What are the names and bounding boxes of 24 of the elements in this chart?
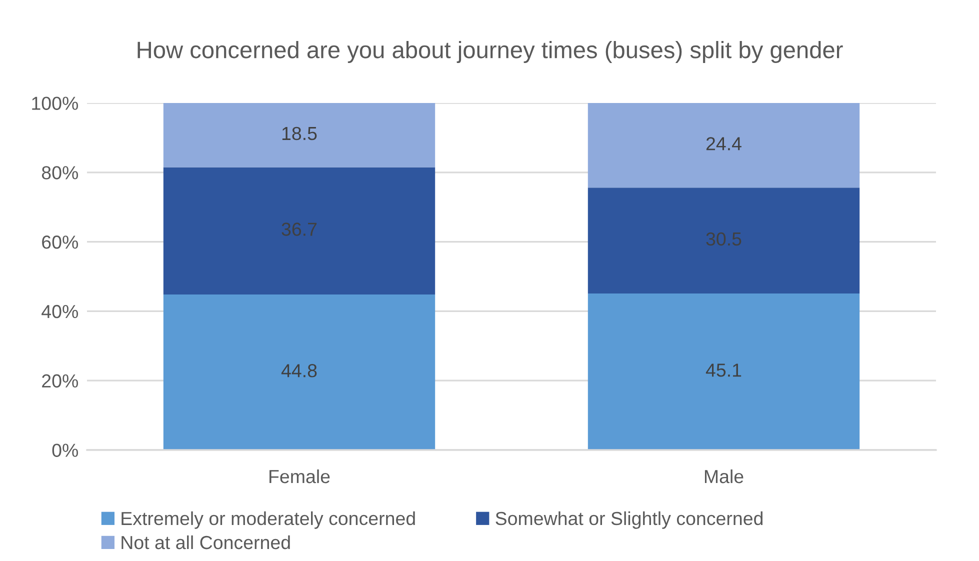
y-tick-label: 0%	[52, 444, 78, 457]
x-tick-label: Female	[270, 469, 330, 484]
bar	[163, 167, 436, 295]
y-tick-label: 60%	[42, 236, 78, 249]
y-tick-label: 80%	[42, 166, 78, 180]
bar	[163, 103, 436, 168]
y-tick-label: 20%	[42, 374, 78, 388]
data-label: 18.5	[282, 126, 317, 140]
y-tick-label: 40%	[42, 304, 78, 318]
data-label: 36.7	[282, 222, 317, 236]
legend-label: Not at all Concerned	[122, 535, 290, 550]
bar	[588, 188, 860, 294]
bar	[588, 294, 860, 450]
legend-label: Extremely or moderately concerned	[122, 511, 415, 529]
data-label: 45.1	[706, 364, 742, 377]
y-tick-label: 100%	[32, 96, 78, 110]
chart-title: How concerned are you about journey times (buses) split by gender	[138, 40, 843, 64]
x-tick-label: Male	[704, 469, 744, 484]
data-label: 44.8	[281, 364, 317, 378]
data-label: 24.4	[706, 137, 742, 150]
legend-label: Somewhat or Slightly concerned	[496, 511, 762, 529]
bar	[163, 294, 436, 450]
bar	[588, 103, 860, 188]
data-label: 30.5	[706, 232, 742, 246]
